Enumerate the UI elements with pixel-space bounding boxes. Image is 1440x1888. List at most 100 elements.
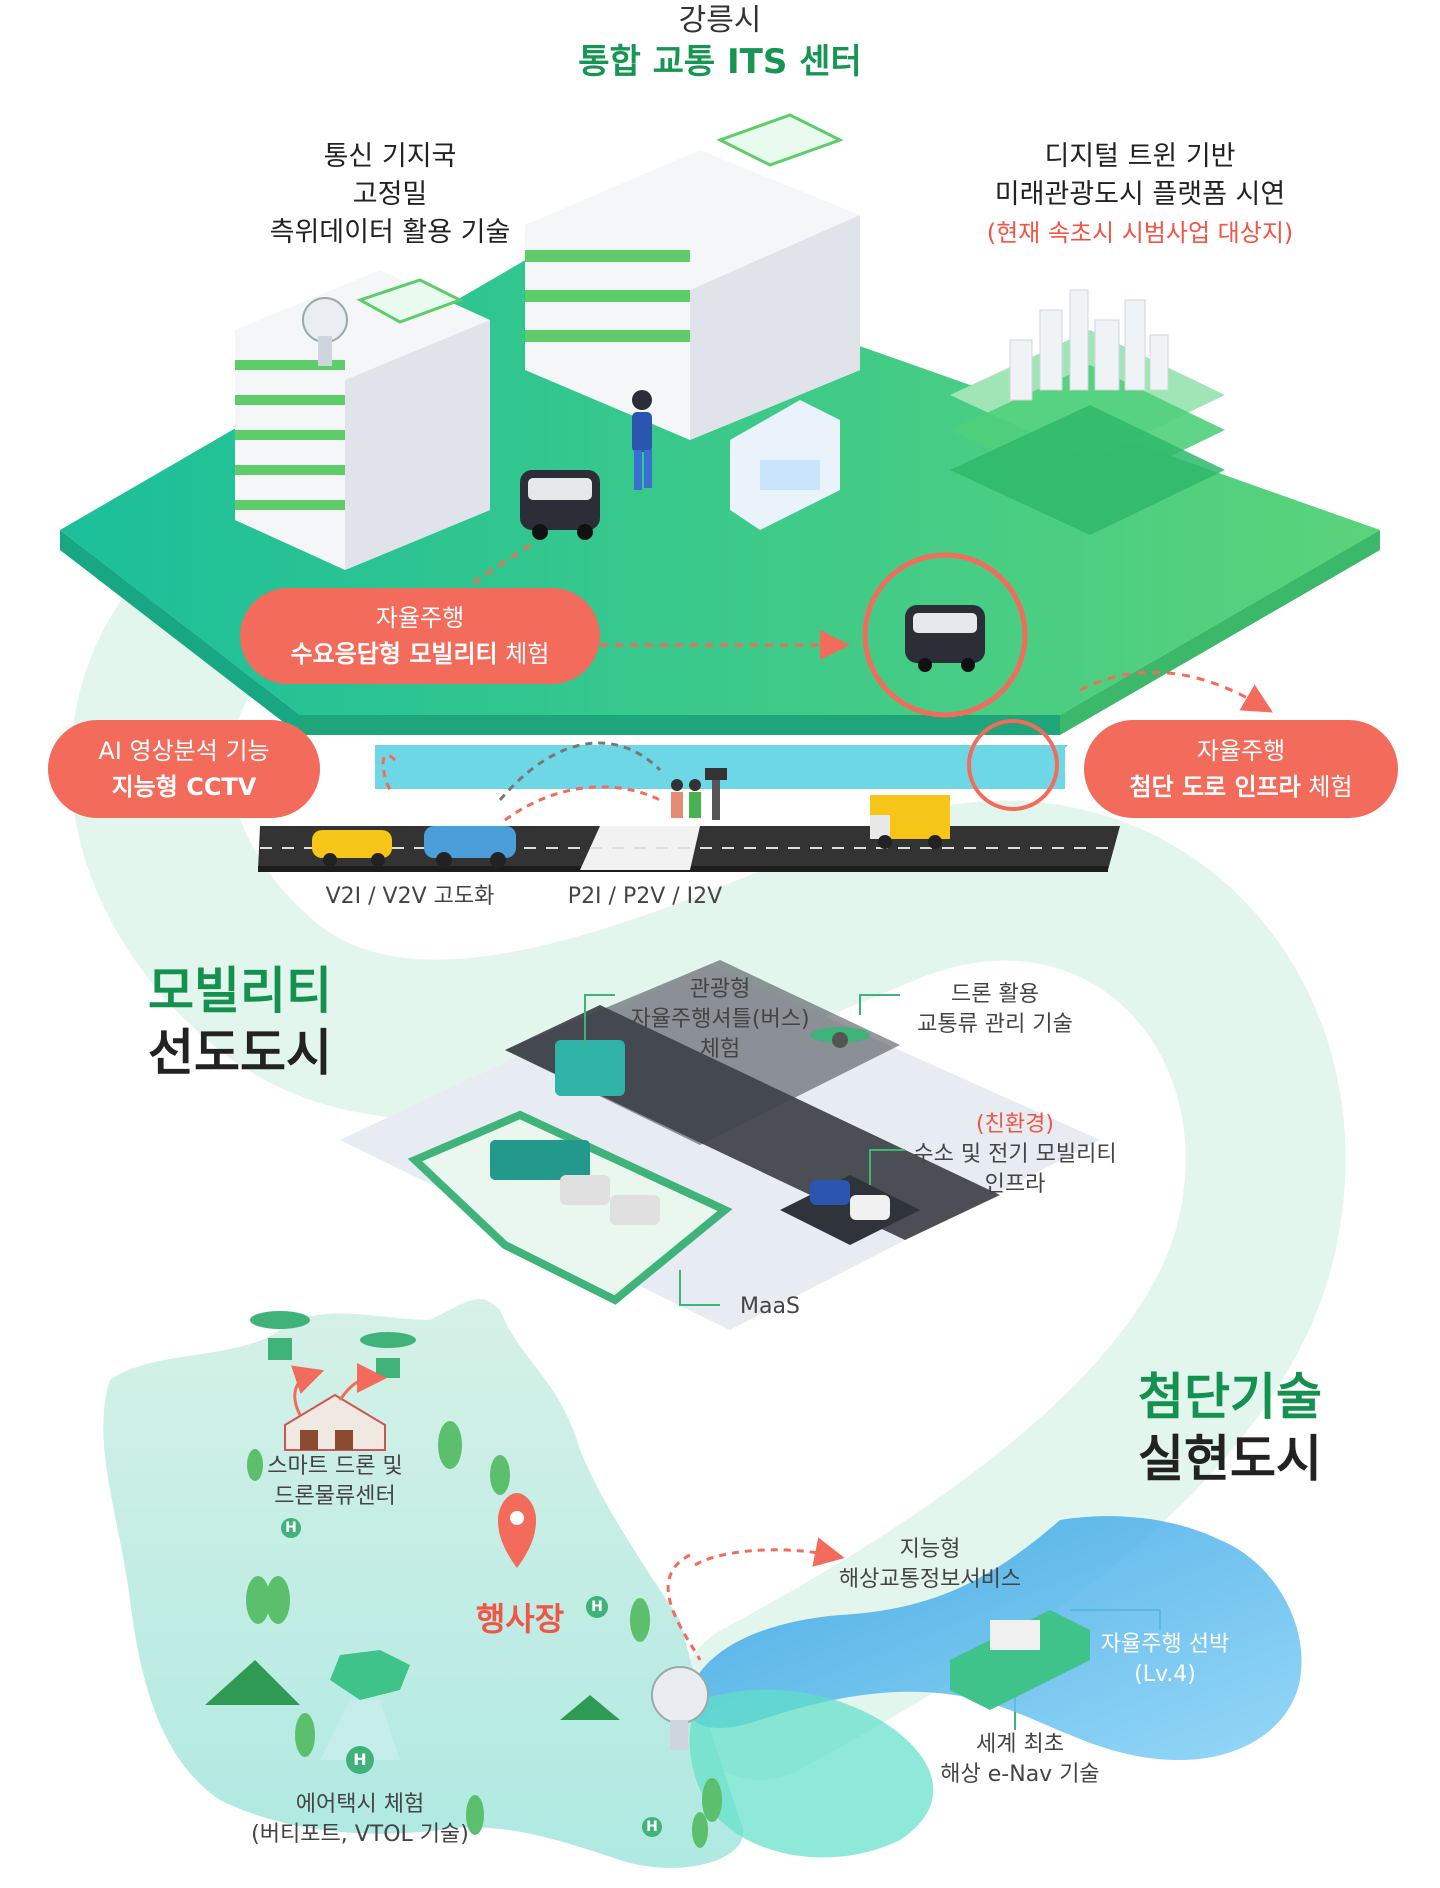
p2x-label: P2I / P2V / I2V — [567, 884, 723, 909]
heliport-h-3: H — [353, 1750, 367, 1769]
pill-drt: 자율주행 수요응답형 모빌리티 체험 — [240, 588, 600, 684]
mountain-mid — [560, 1695, 620, 1720]
shuttle-line3: 체험 — [699, 1037, 741, 1062]
autonomous-ship — [950, 1610, 1090, 1710]
eco-label: (친환경) 수소 및 전기 모빌리티 인프라 — [895, 1110, 1135, 1200]
leader-maas — [679, 1270, 720, 1306]
mobility-city-diamond — [340, 960, 1100, 1330]
arrow-marine-2 — [694, 1537, 845, 1567]
marine-line1: 지능형 — [899, 1537, 961, 1562]
traffic-light — [705, 768, 727, 820]
digital-twin-city — [950, 289, 1225, 535]
its-center-building — [525, 113, 860, 440]
marine-label: 지능형 해상교통정보서비스 — [820, 1535, 1040, 1595]
pill-cctv-line1: AI 영상분석 기능 — [98, 737, 270, 765]
comm-line3: 측위데이터 활용 기술 — [269, 217, 511, 248]
leader-drone — [859, 994, 900, 1015]
truck — [870, 795, 950, 849]
v2x-label: V2I / V2V 고도화 — [325, 884, 495, 909]
ev-charging-station — [780, 1175, 920, 1245]
twin-label: 디지털 트윈 기반 미래관광도시 플랫폼 시연 (현재 속초시 시범사업 대상지… — [940, 138, 1340, 252]
island-land — [103, 1299, 744, 1868]
venue-pin-icon — [498, 1493, 536, 1568]
heliport-h-2: H — [591, 1599, 603, 1615]
heliport-h-4: H — [646, 1819, 658, 1835]
antenna-dish — [651, 1666, 709, 1750]
trees — [246, 1421, 722, 1848]
taxi-car — [312, 830, 392, 867]
pill-drt-line2: 수요응답형 모빌리티 체험 — [240, 636, 600, 672]
maas-label: MaaS — [740, 1294, 800, 1319]
venue-label: 행사장 — [475, 1600, 565, 1638]
shuttle-line2: 자율주행셔틀(버스) — [630, 1007, 810, 1032]
ship-line1: 자율주행 선박 — [1100, 1632, 1230, 1657]
enav-line1: 세계 최초 — [976, 1732, 1064, 1757]
drone-logistics-center — [284, 1393, 386, 1451]
arrow-drone-right — [338, 1363, 387, 1401]
arrow-gray-arc — [498, 741, 662, 801]
drone-traffic-label: 드론 활용 교통류 관리 기술 — [895, 980, 1095, 1040]
pill-cctv-line2: 지능형 CCTV — [111, 773, 257, 801]
drone-traffic-line2: 교통류 관리 기술 — [917, 1012, 1073, 1037]
twin-line1: 디지털 트윈 기반 — [1044, 141, 1236, 172]
eco-note: (친환경) — [976, 1112, 1054, 1137]
twin-line2: 미래관광도시 플랫폼 시연 — [994, 179, 1286, 210]
ship-label: 자율주행 선박 (Lv.4) — [1085, 1630, 1245, 1690]
drone-center-line2: 드론물류센터 — [274, 1484, 396, 1509]
airtaxi-line2: (버티포트, VTOL 기술) — [251, 1822, 469, 1847]
eco-line1: 수소 및 전기 모빌리티 — [913, 1142, 1117, 1167]
arrow-shuttle-to-pill — [469, 543, 531, 587]
header-city: 강릉시 — [678, 3, 762, 38]
leader-shuttle — [584, 994, 615, 1048]
pill-road-line1: 자율주행 — [1196, 737, 1286, 765]
heliport-h-1: H — [285, 1520, 297, 1536]
heliport-markers — [281, 1518, 662, 1837]
sea-shallow — [689, 1689, 934, 1858]
header-title: 통합 교통 ITS 센터 — [578, 42, 862, 82]
person-figure — [632, 390, 652, 490]
arrow-road-bidirectional — [1079, 670, 1273, 713]
comm-line1: 통신 기지국 — [323, 141, 457, 172]
pill-drt-bold: 수요응답형 모빌리티 — [290, 640, 498, 668]
comm-label: 통신 기지국 고정밀 측위데이터 활용 기술 — [190, 138, 590, 252]
pill-drt-line1: 자율주행 — [375, 604, 465, 632]
drone-traffic-line1: 드론 활용 — [951, 982, 1039, 1007]
route-ribbon — [70, 480, 1346, 1780]
section-tech-line1: 첨단기술 — [1138, 1368, 1322, 1426]
pill-cctv: AI 영상분석 기능 지능형 CCTV — [48, 720, 320, 818]
shuttle-label: 관광형 자율주행셔틀(버스) 체험 — [600, 975, 840, 1065]
delivery-drone-1 — [250, 1311, 310, 1360]
section-mobility-line1: 모빌리티 — [148, 962, 332, 1020]
marine-line2: 해상교통정보서비스 — [838, 1567, 1022, 1592]
dashboard-panel — [730, 400, 840, 530]
drt-target-circle — [862, 552, 1028, 718]
shuttle-vehicle — [520, 470, 600, 540]
comm-line2: 고정밀 — [352, 179, 428, 210]
drone-center-label: 스마트 드론 및 드론물류센터 — [245, 1452, 425, 1512]
enav-label: 세계 최초 해상 e-Nav 기술 — [920, 1730, 1120, 1790]
pill-road-bold: 첨단 도로 인프라 — [1129, 773, 1301, 801]
comm-building — [235, 270, 490, 570]
arrow-road-left — [381, 753, 397, 791]
section-tech: 첨단기술 실현도시 — [1138, 1366, 1378, 1490]
section-mobility: 모빌리티 선도도시 — [148, 960, 388, 1084]
mountain-left — [205, 1660, 300, 1705]
enav-line2: 해상 e-Nav 기술 — [940, 1762, 1100, 1787]
arrow-red-arc — [504, 785, 661, 822]
blue-car — [424, 826, 516, 868]
ship-line2: (Lv.4) — [1134, 1662, 1196, 1687]
twin-note: (현재 속초시 시범사업 대상지) — [986, 219, 1294, 247]
shuttle-line1: 관광형 — [689, 977, 751, 1002]
section-mobility-line2: 선도도시 — [148, 1024, 332, 1082]
airtaxi-line1: 에어택시 체험 — [295, 1792, 425, 1817]
arrow-drone-left — [291, 1365, 325, 1416]
arrow-marine — [666, 1553, 702, 1661]
airtaxi-label: 에어택시 체험 (버티포트, VTOL 기술) — [230, 1790, 490, 1850]
drone-center-line1: 스마트 드론 및 — [267, 1454, 403, 1479]
maas-phone — [407, 1110, 733, 1305]
section-tech-line2: 실현도시 — [1138, 1430, 1322, 1488]
pill-road-rest: 체험 — [1300, 773, 1353, 801]
pill-road-line2: 첨단 도로 인프라 체험 — [1084, 769, 1398, 805]
pill-road: 자율주행 첨단 도로 인프라 체험 — [1084, 720, 1398, 818]
